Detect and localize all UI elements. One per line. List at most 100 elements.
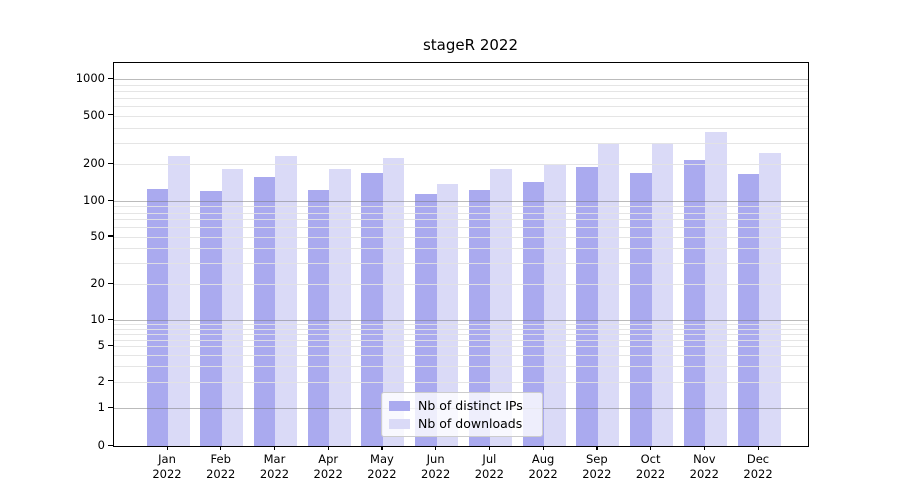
y-tick-mark	[108, 282, 113, 284]
x-tick-label: Oct 2022	[635, 452, 666, 481]
bar-downloads-feb	[221, 169, 244, 446]
gridline-minor	[114, 248, 808, 250]
y-tick-mark	[108, 77, 113, 79]
x-tick-label: Aug 2022	[528, 452, 558, 481]
y-tick-mark	[108, 235, 113, 237]
bar-downloads-nov	[705, 131, 727, 446]
x-tick-label: Feb 2022	[206, 452, 236, 481]
gridline-minor	[114, 127, 808, 129]
x-tick-label: Apr 2022	[313, 452, 343, 481]
gridline-minor	[114, 236, 808, 238]
gridline-minor	[114, 339, 808, 341]
x-tick-mark	[596, 446, 598, 450]
y-tick-label: 100	[83, 193, 105, 207]
chart-title: stageR 2022	[422, 36, 518, 54]
bar-downloads-sep	[597, 143, 620, 446]
x-tick-label: May 2022	[367, 452, 397, 481]
gridline-minor	[114, 227, 808, 229]
x-tick-mark	[381, 446, 383, 450]
gridline-major	[114, 79, 808, 80]
x-tick-label: Jul 2022	[474, 452, 505, 481]
legend-label-distinct-ips: Nb of distinct IPs	[418, 398, 523, 413]
x-tick-label: Jun 2022	[421, 452, 451, 481]
y-tick-mark	[108, 162, 113, 164]
y-tick-mark	[108, 318, 113, 320]
y-tick-mark	[108, 114, 113, 116]
gridline-minor	[114, 366, 808, 367]
x-tick-mark	[166, 446, 168, 450]
bar-distinct-ips-aug	[522, 182, 545, 446]
bar-downloads-jul	[490, 169, 512, 446]
gridline-major	[114, 320, 808, 321]
y-tick-mark	[108, 344, 113, 347]
gridline-minor	[114, 333, 808, 335]
bar-downloads-apr	[329, 169, 351, 446]
plot-area	[113, 62, 809, 447]
gridline-minor	[114, 164, 808, 166]
y-tick-label: 5	[97, 338, 105, 353]
gridline-minor	[114, 90, 808, 92]
gridline-minor	[114, 97, 808, 99]
x-tick-mark	[542, 446, 544, 450]
x-tick-mark	[220, 446, 222, 450]
y-tick-mark	[108, 380, 113, 382]
x-tick-label: Dec 2022	[743, 452, 773, 481]
y-tick-label: 1000	[75, 71, 105, 85]
gridline-minor	[114, 206, 808, 208]
bar-downloads-jan	[168, 155, 190, 446]
y-tick-label: 10	[90, 312, 105, 326]
y-tick-label: 20	[90, 276, 105, 291]
bar-distinct-ips-mar	[253, 177, 276, 446]
gridline-minor	[114, 355, 808, 357]
gridline-minor	[114, 84, 808, 86]
x-tick-mark	[435, 446, 437, 450]
y-tick-label: 50	[90, 228, 105, 243]
gridline-minor	[114, 142, 808, 144]
x-tick-label: Mar 2022	[259, 452, 290, 481]
legend-swatch-distinct-ips	[389, 400, 410, 411]
bar-distinct-ips-dec	[737, 174, 760, 446]
x-tick-mark	[327, 446, 329, 450]
gridline-minor	[114, 324, 808, 326]
bar-downloads-dec	[759, 152, 781, 446]
bar-downloads-may	[382, 158, 405, 446]
legend-item-distinct-ips: Nb of distinct IPs	[389, 398, 534, 413]
gridline-minor	[114, 346, 808, 348]
x-tick-label: Sep 2022	[582, 452, 612, 481]
gridline-minor	[114, 212, 808, 214]
y-tick-mark	[108, 444, 113, 446]
bar-distinct-ips-sep	[576, 167, 598, 446]
y-tick-mark	[108, 406, 113, 408]
legend: Nb of distinct IPs Nb of downloads	[381, 392, 543, 437]
legend-swatch-downloads	[389, 418, 410, 429]
y-tick-label: 500	[83, 107, 105, 122]
bar-downloads-mar	[275, 156, 297, 446]
gridline-minor	[114, 284, 808, 286]
legend-label-downloads: Nb of downloads	[418, 416, 523, 431]
x-tick-mark	[757, 446, 759, 450]
gridline-minor	[114, 263, 808, 265]
legend-item-downloads: Nb of downloads	[389, 416, 534, 431]
y-tick-label: 0	[97, 438, 105, 452]
x-tick-mark	[650, 446, 652, 450]
gridline-minor	[114, 106, 808, 108]
y-tick-label: 2	[97, 373, 105, 388]
bar-downloads-aug	[544, 165, 566, 446]
y-tick-mark	[108, 199, 113, 201]
y-tick-label: 200	[83, 156, 105, 171]
x-tick-label: Nov 2022	[689, 452, 719, 481]
gridline-minor	[114, 381, 808, 383]
gridline-major	[114, 201, 808, 202]
y-tick-label: 1	[97, 400, 105, 414]
bar-distinct-ips-oct	[630, 173, 652, 446]
bar-distinct-ips-nov	[683, 159, 706, 446]
x-tick-mark	[703, 446, 705, 450]
x-tick-label: Jan 2022	[152, 452, 182, 481]
gridline-minor	[114, 115, 808, 117]
bar-distinct-ips-may	[361, 172, 383, 446]
gridline-minor	[114, 219, 808, 221]
gridline-minor	[114, 328, 808, 330]
x-tick-mark	[488, 446, 491, 450]
bar-downloads-oct	[651, 142, 674, 446]
